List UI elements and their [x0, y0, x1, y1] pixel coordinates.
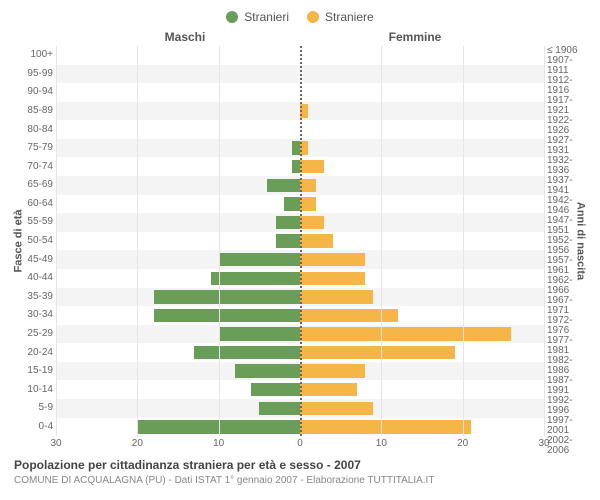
- bar-female: [300, 383, 357, 396]
- gridline: [463, 46, 464, 436]
- age-label: 75-79: [10, 139, 56, 158]
- bar-female: [300, 309, 398, 322]
- age-label: 80-84: [10, 120, 56, 139]
- x-tick: 0: [297, 438, 303, 449]
- birth-year-label: 2002-2006: [544, 436, 590, 456]
- x-tick: 20: [457, 438, 468, 449]
- birth-year-label: 1997-2001: [544, 416, 590, 436]
- birth-year-label: 1992-1996: [544, 396, 590, 416]
- age-label: 65-69: [10, 176, 56, 195]
- bar-male: [154, 309, 300, 322]
- header-female: Femmine: [300, 30, 590, 44]
- birth-year-label: 1977-1981: [544, 336, 590, 356]
- birth-year-label: 1927-1931: [544, 136, 590, 156]
- x-tick: 20: [132, 438, 143, 449]
- birth-year-label: 1922-1926: [544, 116, 590, 136]
- age-label: 20-24: [10, 343, 56, 362]
- legend: Stranieri Straniere: [10, 10, 590, 24]
- bar-male: [276, 216, 300, 229]
- age-label: 85-89: [10, 102, 56, 121]
- birth-year-label: 1932-1936: [544, 156, 590, 176]
- birth-year-label: 1912-1916: [544, 76, 590, 96]
- birth-year-label: 1987-1991: [544, 376, 590, 396]
- legend-label-female: Straniere: [325, 10, 374, 24]
- bar-female: [300, 272, 365, 285]
- gridline: [219, 46, 220, 436]
- bars-area: [56, 46, 544, 436]
- bar-male: [211, 272, 300, 285]
- bar-male: [259, 402, 300, 415]
- gridline: [544, 46, 545, 436]
- legend-item-female: Straniere: [307, 10, 374, 24]
- bar-male: [194, 346, 300, 359]
- bar-female: [300, 364, 365, 377]
- y-axis-title-left: Fasce di età: [12, 210, 24, 273]
- birth-year-label: 1917-1921: [544, 96, 590, 116]
- age-label: 15-19: [10, 362, 56, 381]
- legend-swatch-male: [226, 11, 238, 23]
- age-label: 30-34: [10, 306, 56, 325]
- age-label: 100+: [10, 46, 56, 65]
- bar-female: [300, 420, 471, 433]
- x-tick: 30: [50, 438, 61, 449]
- population-pyramid-chart: Stranieri Straniere Maschi Femmine Fasce…: [0, 0, 600, 500]
- gridline: [137, 46, 138, 436]
- x-tick: 30: [538, 438, 549, 449]
- bar-female: [300, 290, 373, 303]
- gridline: [381, 46, 382, 436]
- x-axis: 30 20 10 0 10 20 30: [10, 438, 590, 452]
- plot-area: Fasce di età Anni di nascita 100+95-9990…: [10, 46, 590, 436]
- age-label: 25-29: [10, 325, 56, 344]
- bar-male: [251, 383, 300, 396]
- bar-male: [267, 179, 300, 192]
- bar-female: [300, 253, 365, 266]
- gridline: [56, 46, 57, 436]
- bar-female: [300, 402, 373, 415]
- age-label: 5-9: [10, 399, 56, 418]
- bar-female: [300, 160, 324, 173]
- age-label: 10-14: [10, 380, 56, 399]
- x-axis-ticks: 3020100102030: [56, 438, 544, 452]
- birth-year-label: 1972-1976: [544, 316, 590, 336]
- legend-item-male: Stranieri: [226, 10, 289, 24]
- birth-year-label: 1937-1941: [544, 176, 590, 196]
- bar-female: [300, 197, 316, 210]
- bar-male: [219, 327, 300, 340]
- birth-year-label: 1982-1986: [544, 356, 590, 376]
- x-tick: 10: [213, 438, 224, 449]
- birth-year-label: 1967-1971: [544, 296, 590, 316]
- y-axis-title-right: Anni di nascita: [574, 202, 586, 280]
- age-label: 95-99: [10, 65, 56, 84]
- bar-female: [300, 216, 324, 229]
- center-axis-line: [300, 46, 302, 436]
- bar-male: [292, 160, 300, 173]
- bar-male: [235, 364, 300, 377]
- legend-label-male: Stranieri: [244, 10, 289, 24]
- header-male: Maschi: [10, 30, 300, 44]
- column-headers: Maschi Femmine: [10, 30, 590, 44]
- birth-year-label: 1907-1911: [544, 56, 590, 76]
- age-label: 0-4: [10, 418, 56, 437]
- bar-female: [300, 179, 316, 192]
- x-tick: 10: [376, 438, 387, 449]
- bar-female: [300, 234, 333, 247]
- bar-female: [300, 327, 511, 340]
- bar-male: [292, 141, 300, 154]
- bar-female: [300, 346, 455, 359]
- caption: Popolazione per cittadinanza straniera p…: [10, 452, 590, 487]
- bar-male: [154, 290, 300, 303]
- bar-male: [284, 197, 300, 210]
- caption-title: Popolazione per cittadinanza straniera p…: [14, 458, 586, 474]
- bar-male: [219, 253, 300, 266]
- legend-swatch-female: [307, 11, 319, 23]
- age-label: 90-94: [10, 83, 56, 102]
- caption-subtitle: COMUNE DI ACQUALAGNA (PU) - Dati ISTAT 1…: [14, 474, 586, 487]
- age-label: 70-74: [10, 157, 56, 176]
- age-label: 35-39: [10, 288, 56, 307]
- bar-male: [276, 234, 300, 247]
